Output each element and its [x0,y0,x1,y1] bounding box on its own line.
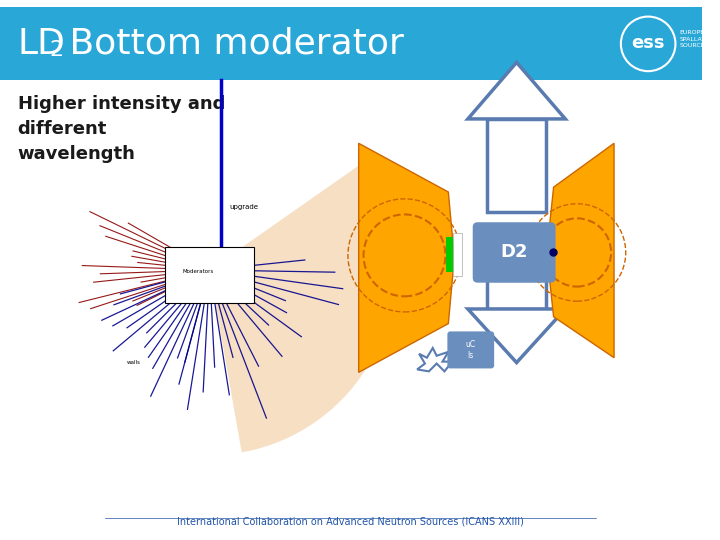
Text: 2: 2 [50,40,64,60]
Text: SOURCE: SOURCE [680,43,705,48]
FancyBboxPatch shape [446,237,453,272]
Text: Bottom moderator: Bottom moderator [58,27,405,61]
Text: EUROPEAN: EUROPEAN [680,30,714,35]
Polygon shape [359,143,453,373]
Polygon shape [548,143,614,357]
Text: upgrade: upgrade [229,204,258,210]
Text: D2: D2 [500,244,527,261]
FancyBboxPatch shape [487,280,546,309]
Text: Moderators: Moderators [182,269,214,274]
Circle shape [364,214,446,296]
Polygon shape [468,63,565,119]
Polygon shape [417,348,452,372]
FancyBboxPatch shape [487,119,546,212]
Text: Higher intensity and
different
wavelength: Higher intensity and different wavelengt… [17,94,225,163]
FancyBboxPatch shape [473,222,556,282]
FancyBboxPatch shape [165,247,254,303]
FancyBboxPatch shape [453,233,462,276]
FancyBboxPatch shape [0,7,702,80]
Text: ess: ess [631,34,665,52]
Text: LD: LD [17,27,66,61]
Polygon shape [468,309,565,362]
Polygon shape [210,164,395,453]
FancyBboxPatch shape [447,332,494,368]
Text: uC
ls: uC ls [466,340,476,360]
Text: SPALLATION: SPALLATION [680,37,717,42]
Circle shape [543,218,611,287]
Text: walls: walls [127,360,140,365]
Text: International Collaboration on Advanced Neutron Sources (ICANS XXIII): International Collaboration on Advanced … [177,516,524,526]
